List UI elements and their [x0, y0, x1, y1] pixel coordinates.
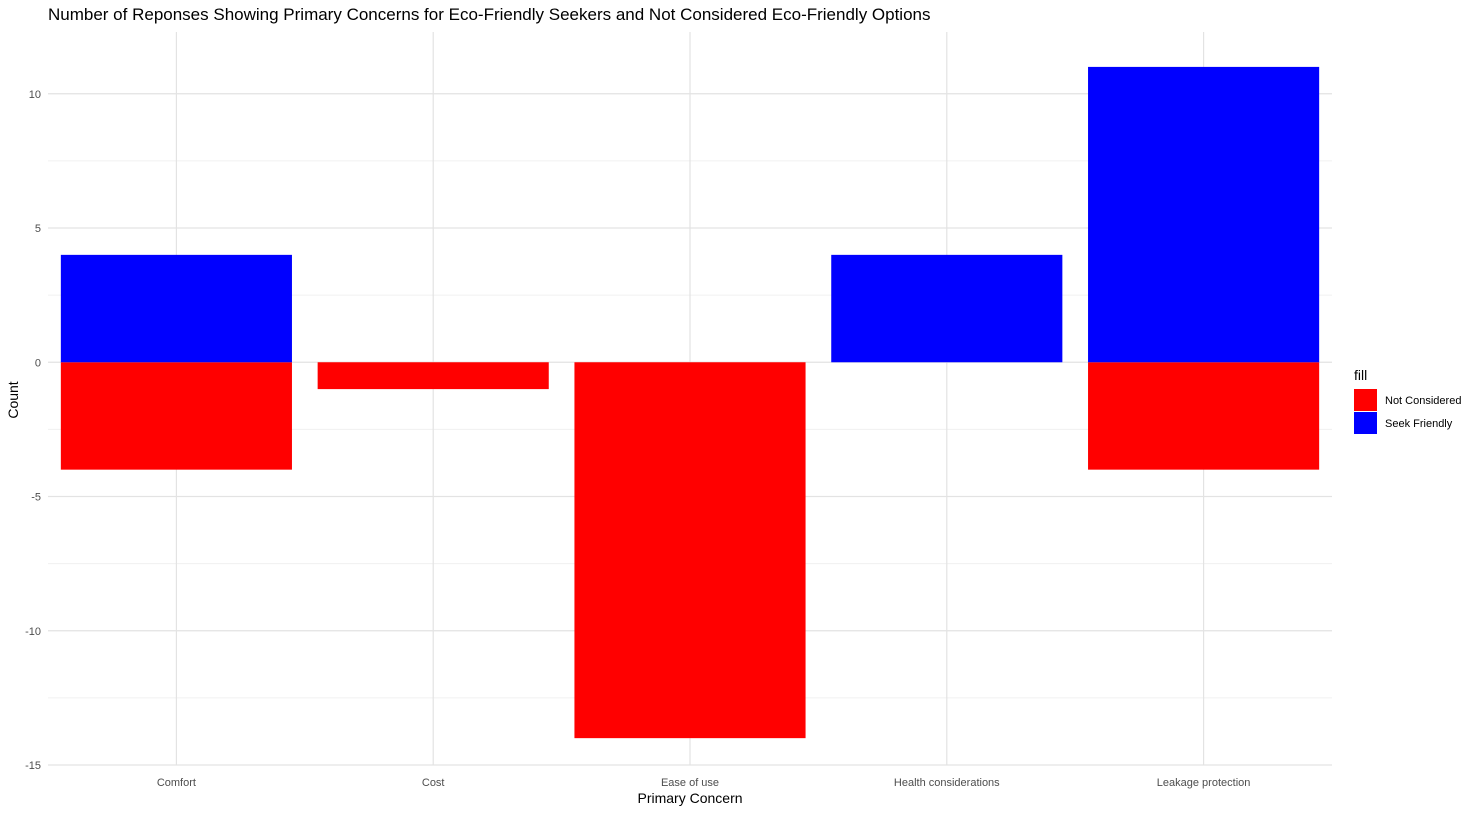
bar-not-considered: [317, 362, 549, 390]
y-tick-label: -5: [31, 492, 41, 504]
x-tick-label: Cost: [422, 777, 445, 789]
bar-not-considered: [60, 362, 292, 470]
x-tick-label: Ease of use: [661, 777, 719, 789]
x-tick-label: Leakage protection: [1157, 777, 1251, 789]
legend-swatch: [1354, 412, 1377, 434]
bar-not-considered: [1088, 362, 1320, 470]
y-tick-labels: -15 -10 -5 0 5 10: [25, 89, 41, 772]
y-tick-label: -10: [25, 626, 41, 638]
x-tick-label: Health considerations: [894, 777, 1000, 789]
bar-not-considered: [574, 362, 806, 739]
bar-seek-friendly: [831, 254, 1063, 363]
bars: [60, 66, 1320, 739]
bar-seek-friendly: [1088, 66, 1320, 363]
y-tick-label: 5: [35, 223, 41, 235]
y-tick-label: 0: [35, 357, 41, 369]
chart-title: Number of Reponses Showing Primary Conce…: [48, 5, 931, 24]
x-tick-labels: Comfort Cost Ease of use Health considerati…: [157, 777, 1251, 789]
y-tick-label: 10: [29, 89, 41, 101]
x-tick-label: Comfort: [157, 777, 196, 789]
legend-label: Not Considered: [1385, 395, 1461, 407]
bar-seek-friendly: [60, 254, 292, 363]
legend-title: fill: [1354, 367, 1367, 383]
y-tick-label: -15: [25, 760, 41, 772]
y-axis-title: Count: [5, 381, 21, 418]
legend: fill Not Considered Seek Friendly: [1354, 367, 1461, 434]
legend-swatch: [1354, 389, 1377, 411]
legend-label: Seek Friendly: [1385, 418, 1453, 430]
x-axis-title: Primary Concern: [637, 790, 742, 806]
